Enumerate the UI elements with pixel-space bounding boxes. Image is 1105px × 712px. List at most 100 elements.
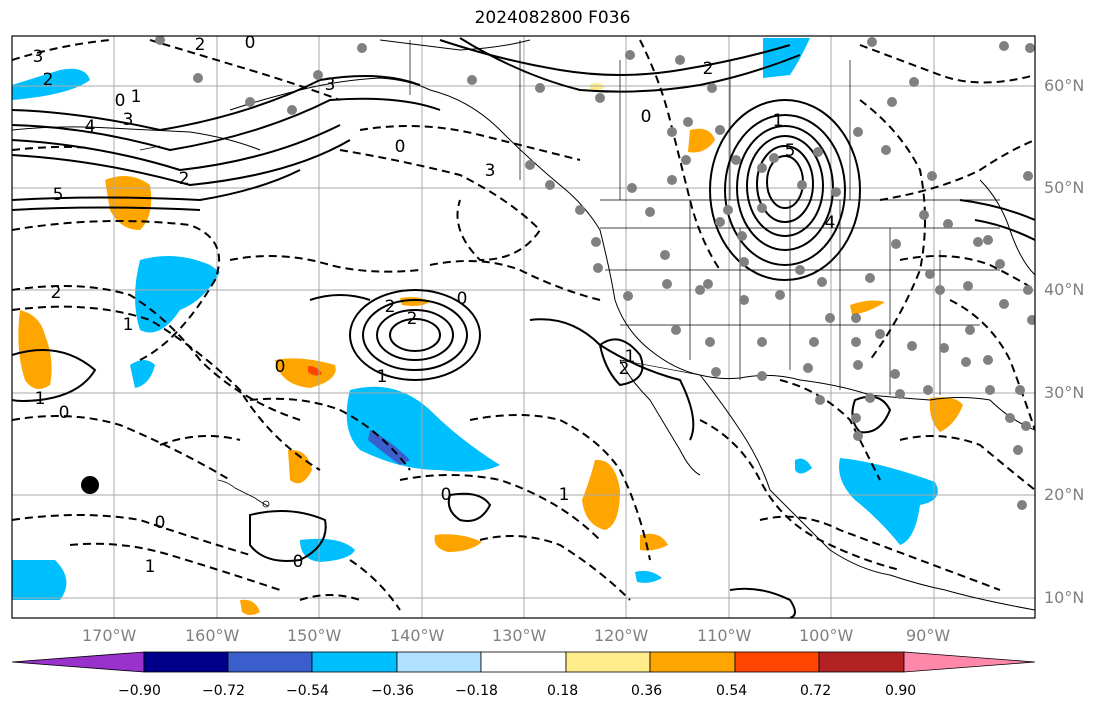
shade-orange bbox=[434, 534, 482, 552]
colorbar-segment bbox=[396, 651, 482, 673]
colorbar-extend-high bbox=[903, 651, 1036, 673]
shade-yellow bbox=[590, 82, 605, 91]
contour-label: 2 bbox=[385, 297, 396, 317]
graticule bbox=[12, 36, 1035, 618]
lon-label: 160°W bbox=[185, 626, 240, 645]
map-frame bbox=[11, 35, 1036, 619]
shade-orange bbox=[240, 599, 260, 615]
shade-blue bbox=[135, 256, 220, 333]
contour-label: 0 bbox=[395, 137, 406, 157]
contour-label: 0 bbox=[457, 289, 468, 309]
colorbar-tick-label: −0.36 bbox=[371, 683, 414, 699]
shade-blue bbox=[300, 538, 355, 562]
contour-label: 0 bbox=[275, 357, 286, 377]
contour-label: 5 bbox=[53, 185, 64, 205]
lon-label: 130°W bbox=[492, 626, 547, 645]
lat-label: 20°N bbox=[1044, 485, 1085, 504]
contour-labels: 3 2 0 1 4 3 5 2 2 0 3 5 4 2 1 2 0 1 0 2 … bbox=[33, 33, 836, 577]
contour-label: 1 bbox=[123, 315, 134, 335]
colorbar-tick-label: −0.18 bbox=[455, 683, 498, 699]
contour-label: 3 bbox=[485, 161, 496, 181]
lon-label: 170°W bbox=[82, 626, 137, 645]
contour-label: 5 bbox=[785, 141, 796, 161]
shade-blue bbox=[130, 360, 155, 388]
colorbar-segment bbox=[565, 651, 651, 673]
cyclone-marker bbox=[81, 476, 99, 494]
lat-label: 30°N bbox=[1044, 383, 1085, 402]
lon-label: 90°W bbox=[906, 626, 951, 645]
negative-contours bbox=[12, 39, 1035, 611]
contour-label: 3 bbox=[123, 110, 134, 130]
colorbar bbox=[11, 651, 1036, 673]
lat-label: 40°N bbox=[1044, 280, 1085, 299]
contour-label: 3 bbox=[325, 75, 336, 95]
contour-label: 0 bbox=[641, 107, 652, 127]
colorbar-segment bbox=[227, 651, 313, 673]
colorbar-tick-label: −0.90 bbox=[118, 683, 161, 699]
shade-blue bbox=[12, 560, 67, 600]
contour-label: 4 bbox=[825, 213, 836, 233]
shade-blue bbox=[795, 458, 812, 474]
colorbar-segment bbox=[818, 651, 905, 673]
lon-label: 100°W bbox=[799, 626, 854, 645]
colorbar-tick-label: 0.36 bbox=[631, 683, 663, 699]
shade-orange bbox=[288, 449, 312, 484]
contour-label: 1 bbox=[773, 111, 784, 131]
shade-blue bbox=[12, 68, 90, 100]
contour-label: 1 bbox=[131, 87, 142, 107]
contour-label: 1 bbox=[145, 557, 156, 577]
colorbar-segment bbox=[143, 651, 229, 673]
station-markers bbox=[155, 36, 1035, 510]
colorbar-tick-label: −0.54 bbox=[286, 683, 329, 699]
shade-blue bbox=[839, 458, 938, 545]
colorbar-tick-label: 0.72 bbox=[800, 683, 832, 699]
lat-label: 60°N bbox=[1044, 76, 1085, 95]
shade-orange bbox=[275, 358, 336, 388]
colorbar-segment bbox=[734, 651, 820, 673]
shade-orange bbox=[688, 128, 715, 153]
contour-label: 1 bbox=[625, 347, 636, 367]
shade-orange bbox=[105, 176, 152, 230]
contour-label: 2 bbox=[195, 35, 206, 55]
colorbar-tick-label: 0.90 bbox=[885, 683, 917, 699]
colorbar-tick-label: −0.72 bbox=[202, 683, 245, 699]
colorbar-tick-label: 0.54 bbox=[716, 683, 748, 699]
colorbar-tick-label: 0.18 bbox=[547, 683, 579, 699]
contour-label: 0 bbox=[115, 91, 126, 111]
contour-label: 0 bbox=[441, 485, 452, 505]
lon-label: 140°W bbox=[390, 626, 445, 645]
contour-label: 0 bbox=[245, 33, 256, 53]
lat-label: 10°N bbox=[1044, 588, 1085, 607]
lon-label: 110°W bbox=[697, 626, 752, 645]
shade-blue bbox=[763, 38, 810, 78]
contour-label: 0 bbox=[155, 513, 166, 533]
shade-dark-blue bbox=[368, 430, 410, 465]
contour-label: 1 bbox=[559, 485, 570, 505]
contour-label: 0 bbox=[293, 552, 304, 572]
contour-label: 2 bbox=[703, 59, 714, 79]
contour-label: 1 bbox=[377, 367, 388, 387]
contour-label: 1 bbox=[35, 389, 46, 409]
contour-label: 0 bbox=[59, 403, 70, 423]
contour-label: 2 bbox=[619, 359, 630, 379]
lon-label: 150°W bbox=[287, 626, 342, 645]
contour-label: 2 bbox=[407, 309, 418, 329]
shade-blue bbox=[346, 386, 500, 472]
contour-label: 3 bbox=[33, 47, 44, 67]
colorbar-extend-low bbox=[11, 651, 145, 673]
contour-label: 2 bbox=[179, 169, 190, 189]
positive-contours bbox=[12, 37, 1035, 618]
shade-orange bbox=[850, 300, 885, 315]
colorbar-segment bbox=[649, 651, 736, 673]
contour-label: 4 bbox=[85, 117, 96, 137]
map-plot-area bbox=[12, 36, 1035, 618]
lat-label: 50°N bbox=[1044, 178, 1085, 197]
contour-label: 2 bbox=[43, 70, 54, 90]
contour-label: 2 bbox=[51, 283, 62, 303]
lon-label: 120°W bbox=[594, 626, 649, 645]
shade-blue bbox=[635, 570, 662, 583]
colorbar-segment bbox=[311, 651, 398, 673]
shade-orange bbox=[929, 397, 963, 432]
colorbar-segment bbox=[480, 651, 567, 673]
